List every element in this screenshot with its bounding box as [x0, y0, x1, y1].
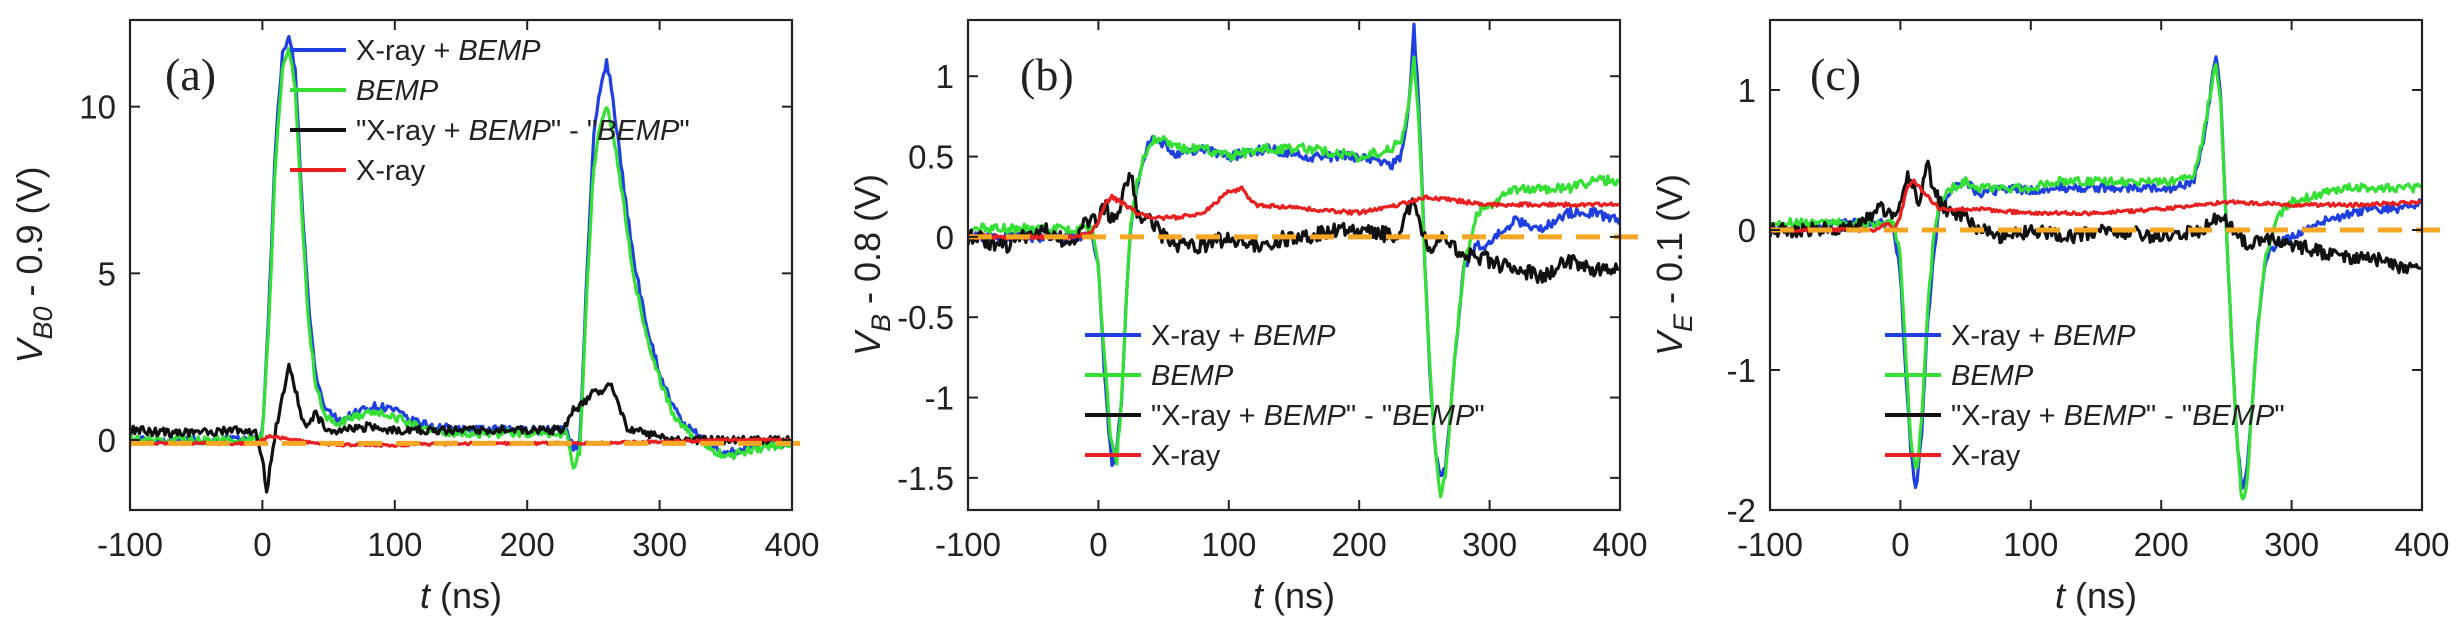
series-line-2	[968, 55, 1620, 499]
x-tick-label: 0	[253, 526, 271, 563]
y-axis-label: VB0 - 0.9 (V)	[9, 166, 58, 363]
legend-entry: BEMP	[356, 75, 439, 107]
y-tick-label: 5	[98, 255, 116, 292]
y-tick-label: 0	[98, 422, 116, 459]
x-tick-label: 100	[367, 526, 422, 563]
x-tick-label: 0	[1089, 526, 1107, 563]
y-tick-label: 0	[1738, 212, 1756, 249]
legend-entry: BEMP	[1151, 360, 1234, 392]
x-tick-label: 400	[764, 526, 819, 563]
panel-label: (c)	[1810, 49, 1861, 100]
x-tick-label: 300	[2264, 526, 2319, 563]
x-tick-label: 200	[2134, 526, 2189, 563]
y-tick-label: -2	[1727, 492, 1756, 529]
x-tick-label: 400	[2394, 526, 2449, 563]
x-axis-label: t (ns)	[420, 575, 502, 616]
axes-frame	[966, 18, 1622, 512]
series-line-3	[968, 172, 1620, 284]
legend-entry: "X-ray + BEMP" - "BEMP"	[356, 115, 690, 147]
y-axis-label: VE - 0.1 (V)	[1649, 174, 1698, 356]
x-tick-label: -100	[97, 526, 163, 563]
y-tick-label: 0.5	[908, 139, 954, 176]
y-tick-label: 10	[79, 89, 116, 126]
x-tick-label: 400	[1592, 526, 1647, 563]
chart-panel-2: -100 0 100 200 300 400 -1.5 -1 -0.5 0 0.5 1 t (ns) VB…	[847, 18, 1648, 616]
x-tick-label: -100	[1737, 526, 1803, 563]
legend-entry: X-ray	[1151, 440, 1221, 472]
x-tick-label: 0	[1891, 526, 1909, 563]
y-tick-label: -1	[1727, 352, 1756, 389]
legend-entry: X-ray + BEMP	[356, 35, 541, 67]
series-traces	[130, 34, 792, 494]
y-tick-label: -1.5	[897, 460, 954, 497]
x-tick-label: 200	[1332, 526, 1387, 563]
x-axis-label: t (ns)	[1253, 575, 1335, 616]
legend-entry: X-ray + BEMP	[1951, 320, 2136, 352]
legend-entry: X-ray	[1951, 440, 2021, 472]
series-traces	[1770, 55, 2422, 501]
y-tick-label: -0.5	[897, 299, 954, 336]
panel-label: (a)	[165, 49, 216, 100]
y-tick-label: -1	[925, 380, 954, 417]
panel-label: (b)	[1020, 49, 1074, 100]
legend-entry: X-ray	[356, 155, 426, 187]
axes-frame	[1768, 18, 2424, 512]
y-tick-label: 1	[1738, 72, 1756, 109]
series-line-2	[1770, 62, 2422, 501]
legend-entry: BEMP	[1951, 360, 2034, 392]
series-line-1	[130, 34, 792, 457]
x-tick-label: 300	[632, 526, 687, 563]
axes-frame	[128, 18, 794, 512]
legend-entry: X-ray + BEMP	[1151, 320, 1336, 352]
legend-entry: "X-ray + BEMP" - "BEMP"	[1951, 400, 2285, 432]
series-line-2	[130, 47, 792, 470]
legend: X-ray + BEMP BEMP "X-ray + BEMP" - "BEMP" X…	[290, 35, 690, 187]
x-tick-label: 100	[2003, 526, 2058, 563]
x-tick-label: 300	[1462, 526, 1517, 563]
legend-entry: "X-ray + BEMP" - "BEMP"	[1151, 400, 1485, 432]
x-axis-label: t (ns)	[2055, 575, 2137, 616]
y-tick-label: 1	[936, 58, 954, 95]
legend: X-ray + BEMP BEMP "X-ray + BEMP" - "BEMP" X…	[1085, 320, 1485, 472]
y-tick-label: 0	[936, 219, 954, 256]
series-traces	[968, 22, 1620, 499]
series-line-4	[1770, 178, 2422, 234]
legend: X-ray + BEMP BEMP "X-ray + BEMP" - "BEMP" X…	[1885, 320, 2285, 472]
x-tick-label: 200	[500, 526, 555, 563]
series-line-4	[968, 185, 1620, 241]
chart-panel-1: -100 0 100 200 300 400 0 5 10 t (ns) VB0 - 0.9 (V)…	[9, 18, 820, 616]
y-axis-label: VB - 0.8 (V)	[847, 174, 896, 356]
chart-panel-3: -100 0 100 200 300 400 -2 -1 0 1 t (ns) VE - 0.1 (V…	[1649, 18, 2450, 616]
x-tick-label: -100	[935, 526, 1001, 563]
x-tick-label: 100	[1201, 526, 1256, 563]
